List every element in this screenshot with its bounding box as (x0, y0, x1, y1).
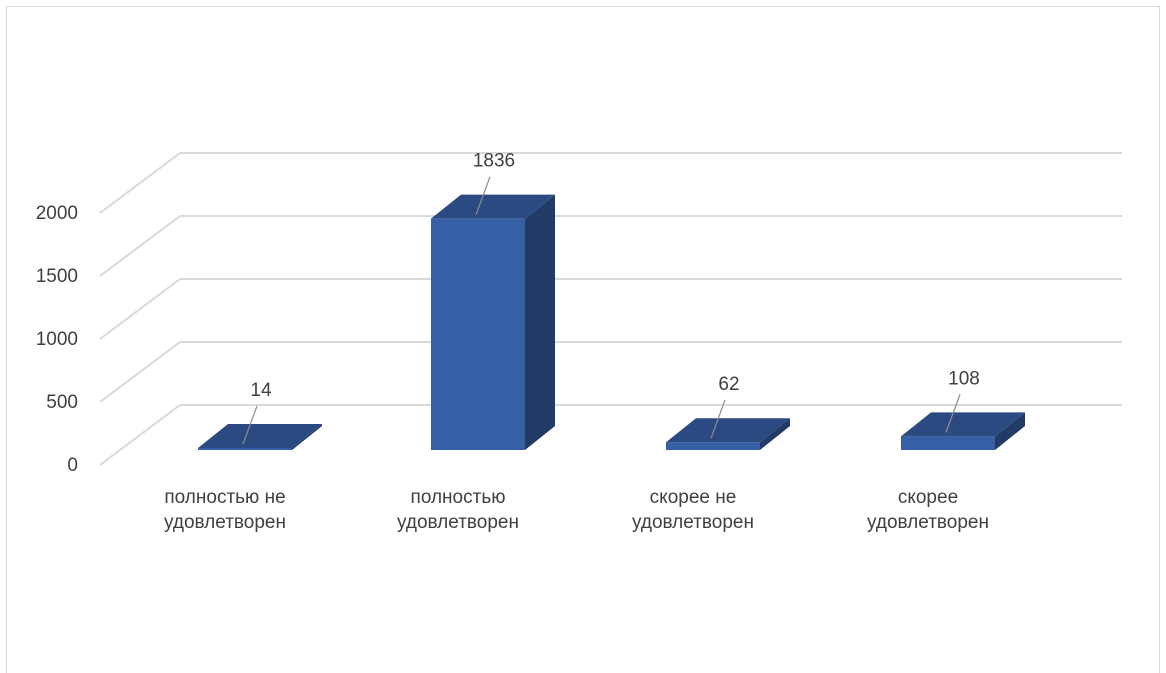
gridline-depth-2000 (99, 152, 181, 214)
bar-front (198, 448, 292, 450)
data-label-leader (710, 399, 726, 439)
data-label: 14 (250, 380, 272, 401)
bar-side (760, 418, 790, 450)
chart-area (6, 6, 1160, 673)
bar-top (901, 412, 1025, 437)
bar-top (666, 418, 790, 443)
y-tick-label: 0 (67, 455, 78, 476)
data-label-leader (945, 394, 961, 433)
bar-top (198, 424, 322, 448)
bar-front (666, 442, 760, 450)
y-tick-label: 1000 (36, 329, 78, 350)
x-tick-label: удовлетворен (867, 512, 989, 533)
x-tick-label: удовлетворен (397, 512, 519, 533)
y-tick-label: 500 (46, 392, 78, 413)
gridline-depth-1000 (99, 278, 181, 340)
x-tick-label: удовлетворен (632, 512, 754, 533)
x-tick-label: удовлетворен (164, 512, 286, 533)
x-tick-label: полностью не (164, 487, 285, 508)
data-label: 108 (948, 368, 980, 389)
x-tick-label: скорее (898, 487, 958, 508)
data-label: 62 (718, 374, 739, 395)
bar-front (901, 436, 995, 450)
bar-side (525, 194, 555, 450)
y-tick-label: 1500 (36, 266, 78, 287)
x-tick-label: скорее не (650, 487, 737, 508)
data-label-leader (242, 405, 258, 445)
bar-top (431, 194, 555, 219)
bar-side (995, 412, 1025, 450)
data-label: 1836 (473, 151, 515, 172)
gridline-depth-500 (99, 341, 181, 403)
gridline-depth-1500 (99, 215, 181, 277)
x-tick-label: полностью (411, 487, 506, 508)
bar-front (431, 218, 525, 450)
gridline-depth-0 (99, 404, 181, 466)
y-tick-label: 2000 (36, 203, 78, 224)
data-label-leader (475, 176, 491, 215)
bar-side (292, 424, 322, 450)
